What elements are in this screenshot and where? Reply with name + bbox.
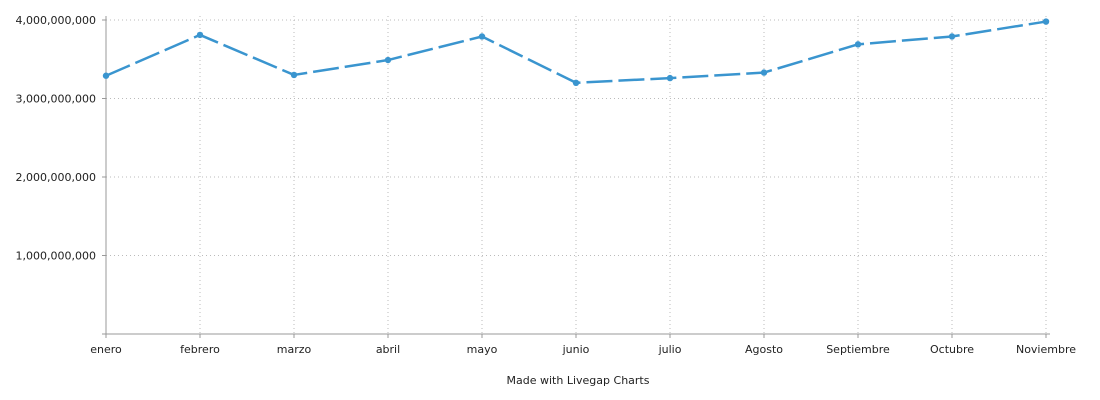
gridlines xyxy=(106,16,1047,334)
y-tick-label: 2,000,000,000 xyxy=(16,171,96,184)
x-tick-label: Septiembre xyxy=(826,343,890,356)
chart-credit: Made with Livegap Charts xyxy=(507,374,650,387)
data-point[interactable] xyxy=(1042,18,1050,25)
x-tick-label: abril xyxy=(376,343,400,356)
y-tick-label: 1,000,000,000 xyxy=(16,250,96,263)
x-tick-label: junio xyxy=(562,343,590,356)
x-tick-label: Octubre xyxy=(930,343,974,356)
data-point[interactable] xyxy=(572,79,580,87)
x-tick-label: mayo xyxy=(467,343,498,356)
axes xyxy=(105,16,1050,335)
x-axis-ticks: enero febrero marzo abril mayo junio julio Agos… xyxy=(90,334,1076,356)
x-tick-label: marzo xyxy=(277,343,312,356)
data-point[interactable] xyxy=(196,31,204,39)
data-point[interactable] xyxy=(290,71,298,79)
x-tick-label: enero xyxy=(90,343,122,356)
x-tick-label: febrero xyxy=(180,343,220,356)
y-tick-label: 3,000,000,000 xyxy=(16,93,96,106)
data-point[interactable] xyxy=(666,74,674,82)
x-tick-label: Agosto xyxy=(745,343,783,356)
data-point[interactable] xyxy=(102,72,110,79)
y-tick-label: 4,000,000,000 xyxy=(16,14,96,27)
data-point[interactable] xyxy=(478,33,486,40)
data-point[interactable] xyxy=(760,69,768,76)
y-axis-ticks: 1,000,000,000 2,000,000,000 3,000,000,000 4… xyxy=(16,14,106,335)
data-point[interactable] xyxy=(854,41,862,48)
data-point[interactable] xyxy=(948,33,956,40)
data-point[interactable] xyxy=(384,56,392,64)
x-tick-label: Noviembre xyxy=(1016,343,1076,356)
x-tick-label: julio xyxy=(658,343,682,356)
series xyxy=(102,18,1050,87)
